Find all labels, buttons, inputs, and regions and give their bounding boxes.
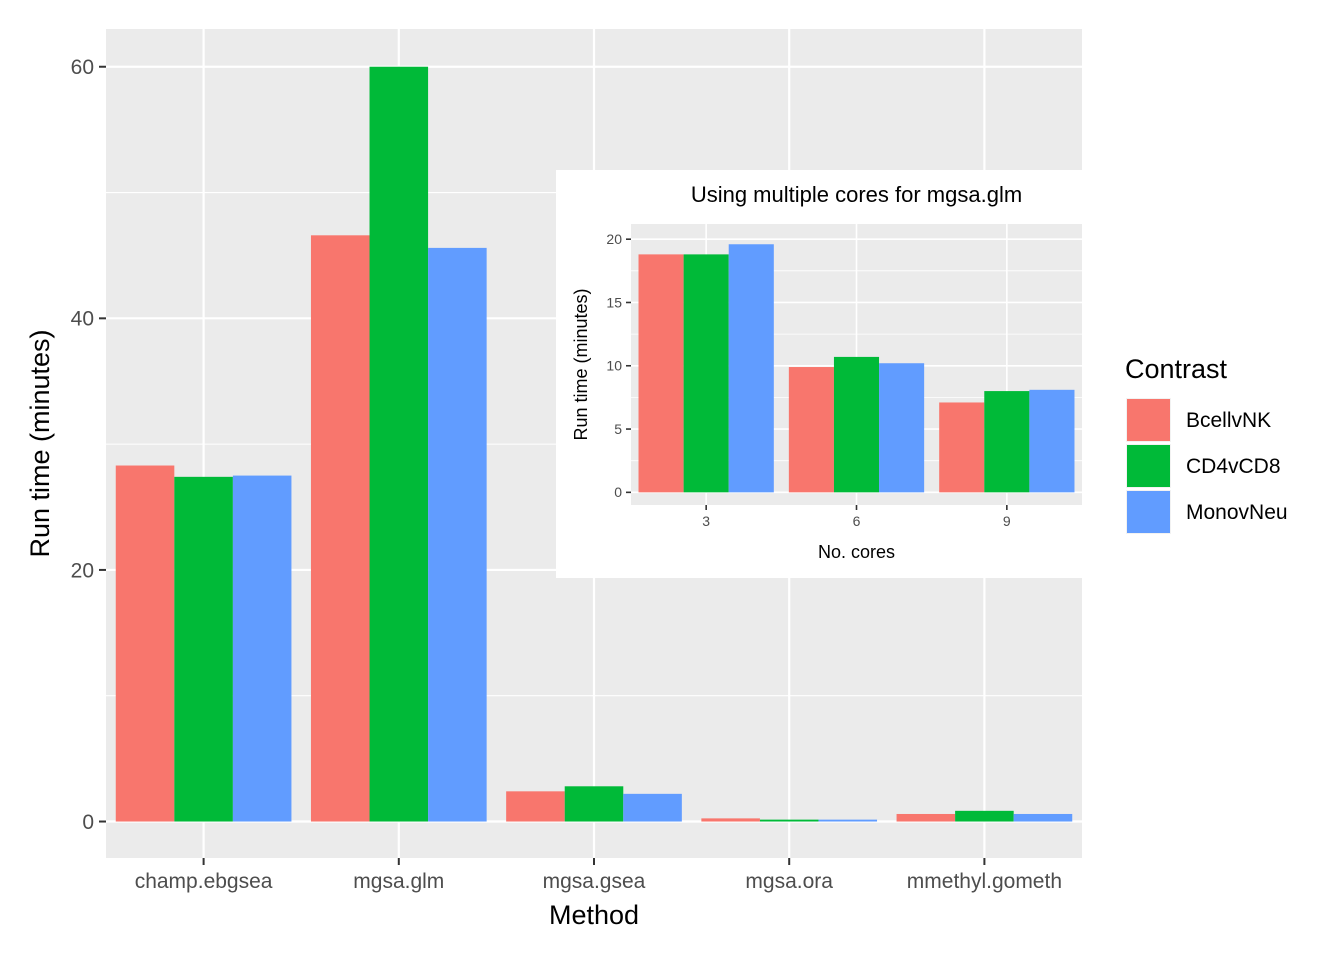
inset-x-tick-label: 3 [702,513,710,529]
inset-y-tick-label: 5 [614,421,622,437]
legend: Contrast BcellvNK CD4vCD8 MonovNeu [1125,354,1288,534]
y-tick-label: 0 [82,811,94,834]
inset-bar-bcellvnk [638,254,684,493]
bar-cd4vcd8 [369,66,429,822]
x-tick-label: mgsa.ora [745,870,833,893]
bar-cd4vcd8 [564,786,624,822]
inset-plot-title: Using multiple cores for mgsa.glm [691,182,1022,207]
bar-bcellvnk [506,791,565,822]
inset-y-tick-label: 20 [606,231,622,247]
x-tick-label: mgsa.gsea [543,870,646,893]
inset-bar-monovneu [1029,389,1075,493]
bar-cd4vcd8 [174,476,233,822]
inset-y-tick-label: 15 [606,294,622,310]
legend-swatch-cd4vcd8 [1127,445,1170,487]
inset-y-tick-label: 10 [606,358,622,374]
inset-x-tick-label: 9 [1003,513,1011,529]
x-tick-label: mgsa.glm [353,870,444,893]
x-tick-label: champ.ebgsea [135,870,273,893]
inset-bar-monovneu [879,363,925,493]
inset-bar-cd4vcd8 [683,254,729,493]
bar-bcellvnk [701,818,760,822]
inset-bar-monovneu [728,244,774,493]
bar-monovneu [818,819,878,822]
y-tick-label: 20 [71,559,94,582]
legend-swatch-bcellvnk [1127,399,1170,441]
bar-bcellvnk [310,235,370,822]
inset-x-tick-label: 6 [853,513,861,529]
x-axis-title: Method [549,900,639,930]
x-tick-label: mmethyl.gometh [907,870,1062,893]
y-tick-label: 40 [71,308,94,331]
inset-bar-bcellvnk [939,402,985,493]
bar-monovneu [623,793,682,822]
legend-label: BcellvNK [1186,409,1271,432]
bar-cd4vcd8 [955,810,1014,822]
inset-bar-cd4vcd8 [833,356,880,493]
legend-label: CD4vCD8 [1186,455,1281,478]
bar-cd4vcd8 [759,819,819,822]
y-axis-title: Run time (minutes) [25,329,55,557]
bar-monovneu [232,475,292,822]
inset-y-axis-title: Run time (minutes) [571,288,591,440]
inset-panel: 0 5 10 15 20 3 6 9 No. cores Run time (minutes) Us… [571,182,1082,562]
inset-y-tick-label: 0 [614,484,622,500]
legend-swatch-monovneu [1127,491,1170,533]
bar-bcellvnk [896,813,956,822]
inset-bar-bcellvnk [788,367,834,493]
inset-x-axis-title: No. cores [818,542,895,562]
legend-label: MonovNeu [1186,501,1288,524]
legend-title: Contrast [1125,354,1228,384]
bar-monovneu [428,247,487,822]
bar-monovneu [1013,813,1073,822]
inset-bar-cd4vcd8 [984,391,1030,493]
y-tick-label: 60 [71,56,94,79]
bar-bcellvnk [115,465,175,822]
